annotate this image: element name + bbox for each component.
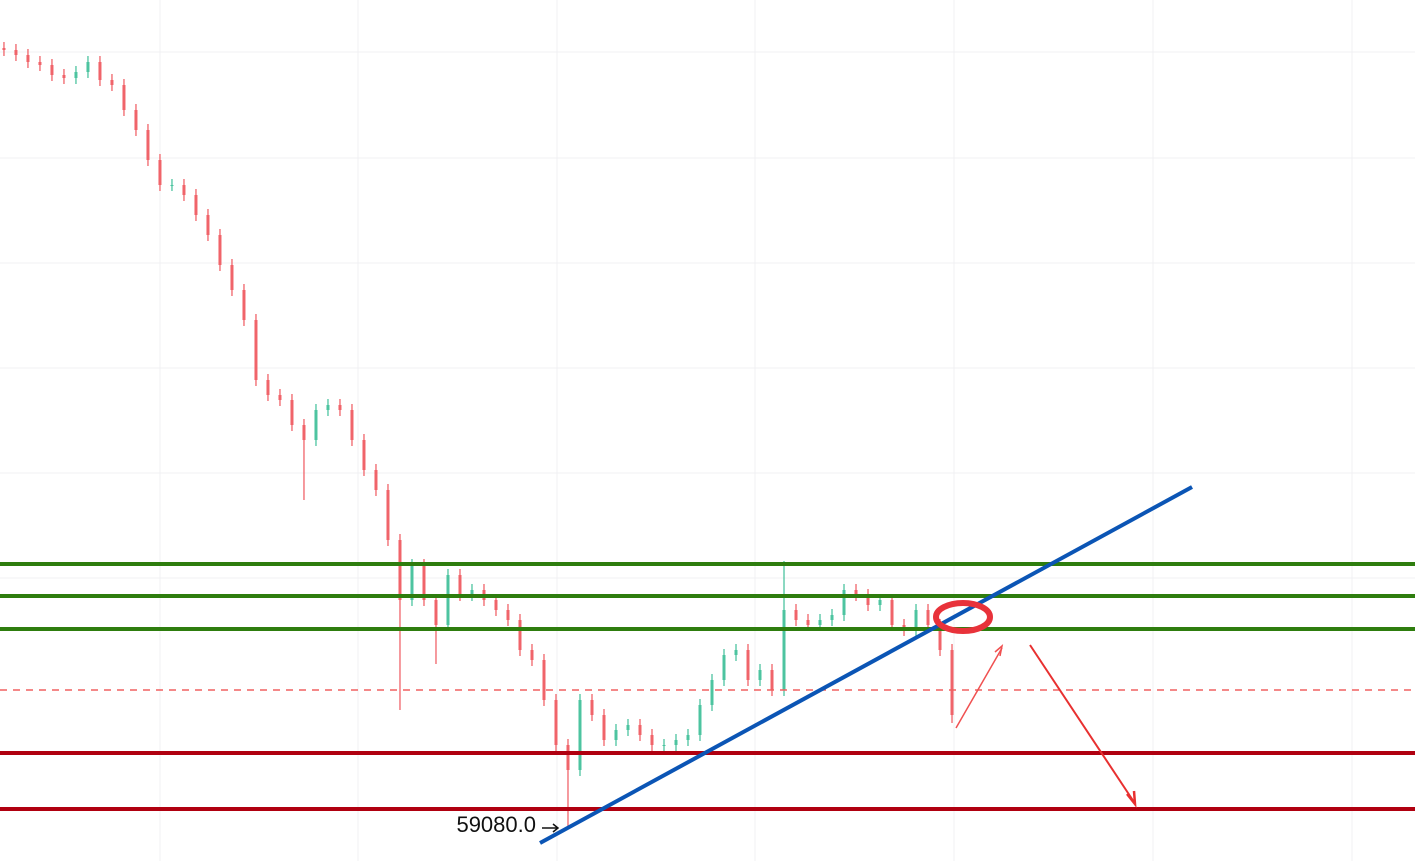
candle-body (158, 160, 162, 185)
candle-body (134, 110, 138, 130)
candle-body (86, 62, 90, 72)
candle-body (950, 650, 954, 715)
candle-body (806, 620, 810, 625)
candle-body (854, 590, 858, 595)
candle-body (866, 595, 870, 605)
candle-body (326, 405, 330, 410)
candle-body (194, 195, 198, 215)
candle-body (62, 75, 66, 78)
candle-body (26, 55, 30, 62)
candle-body (338, 405, 342, 410)
candle-body (278, 395, 282, 400)
up-arrow-head (994, 644, 1004, 657)
candle-body (878, 600, 882, 605)
candle-body (830, 615, 834, 620)
highlight-ellipse (933, 600, 993, 634)
candle-body (722, 655, 726, 680)
candle-body (410, 565, 414, 600)
candle-body (818, 620, 822, 625)
candle-body (938, 625, 942, 650)
candle-body (446, 575, 450, 625)
candle-body (182, 185, 186, 195)
candle-body (242, 290, 246, 320)
candle-body (578, 700, 582, 770)
low-label: 59080.0 (456, 812, 536, 837)
candle-body (110, 80, 114, 85)
candle-body (542, 660, 546, 700)
candle-body (122, 85, 126, 110)
candle-body (14, 50, 18, 55)
candle-body (926, 610, 930, 625)
candle-body (290, 400, 294, 425)
candle-body (494, 600, 498, 610)
candle-body (362, 440, 366, 470)
candle-body (170, 185, 174, 186)
candle-body (914, 610, 918, 630)
candle-body (842, 590, 846, 615)
candle-body (458, 575, 462, 595)
candle-body (218, 235, 222, 265)
candle-body (614, 730, 618, 740)
candle-body (662, 745, 666, 746)
candle-body (770, 670, 774, 690)
candle-body (734, 650, 738, 655)
candle-body (470, 590, 474, 595)
down-arrow (1029, 644, 1135, 803)
candle-body (398, 540, 402, 600)
candle-body (38, 62, 42, 65)
candle-body (518, 620, 522, 650)
candle-body (206, 215, 210, 235)
candle-body (638, 725, 642, 735)
candle-body (602, 715, 606, 740)
candle-body (674, 740, 678, 745)
candle-body (698, 705, 702, 735)
candle-body (422, 565, 426, 600)
candle-body (590, 700, 594, 715)
candle-body (434, 600, 438, 625)
candle-body (554, 700, 558, 745)
low-label-arrow (541, 823, 560, 833)
up-arrow (955, 647, 1003, 729)
candle-body (566, 745, 570, 770)
candle-body (626, 725, 630, 730)
candle-body (2, 48, 6, 50)
candle-body (710, 680, 714, 705)
down-arrow-head (1126, 790, 1137, 808)
marks: 59080.0 (0, 42, 1415, 845)
trendline (539, 485, 1193, 845)
candle-body (794, 610, 798, 620)
candle-body (374, 470, 378, 490)
candle-body (890, 600, 894, 625)
drawings (933, 600, 1137, 808)
candle-body (530, 650, 534, 660)
candle-body (746, 650, 750, 680)
candle-body (650, 735, 654, 745)
candle-body (254, 320, 258, 380)
candle-body (98, 62, 102, 80)
candle-body (146, 130, 150, 160)
candle-body (50, 65, 54, 75)
candle-body (302, 425, 306, 440)
candle-body (266, 380, 270, 395)
candle-body (350, 410, 354, 440)
candle-body (686, 735, 690, 740)
candle-body (506, 610, 510, 620)
candle-body (758, 670, 762, 680)
candle-body (74, 72, 78, 78)
candle-body (314, 410, 318, 440)
candle-body (230, 265, 234, 290)
candle-body (782, 610, 786, 690)
candle-body (386, 490, 390, 540)
